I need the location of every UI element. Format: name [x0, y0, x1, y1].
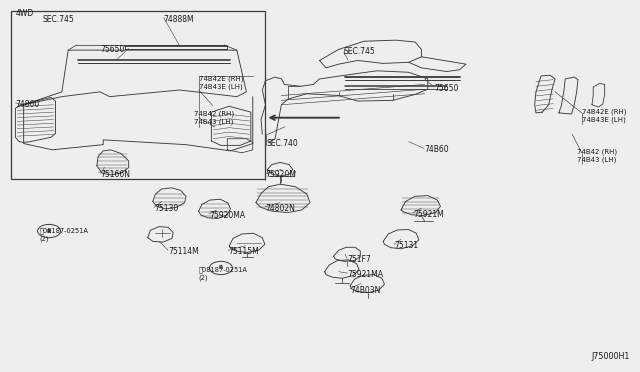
Text: Ⓢ08187-0251A
(2): Ⓢ08187-0251A (2)	[198, 267, 248, 281]
Text: 75921M: 75921M	[413, 209, 444, 219]
Text: 74888M: 74888M	[164, 15, 195, 23]
Text: R: R	[47, 228, 51, 234]
Text: 75920M: 75920M	[266, 170, 296, 179]
Text: 74B42E (RH)
74B43E (LH): 74B42E (RH) 74B43E (LH)	[582, 109, 627, 123]
Text: 75650: 75650	[434, 84, 458, 93]
Text: 75130: 75130	[154, 204, 179, 214]
Text: 75921MA: 75921MA	[348, 270, 383, 279]
Text: 75131: 75131	[394, 241, 418, 250]
Text: 75115M: 75115M	[228, 247, 259, 256]
Text: 75920MA: 75920MA	[209, 211, 245, 220]
Text: SEC.745: SEC.745	[344, 47, 376, 56]
Text: 74B42 (RH)
74B43 (LH): 74B42 (RH) 74B43 (LH)	[193, 110, 234, 125]
Text: 751F7: 751F7	[347, 255, 371, 264]
Text: 75650: 75650	[100, 45, 124, 54]
Text: R: R	[219, 266, 223, 270]
Text: 74860: 74860	[15, 100, 40, 109]
Text: 74B42 (RH)
74B43 (LH): 74B42 (RH) 74B43 (LH)	[577, 148, 617, 163]
Text: 74B42E (RH)
74B43E (LH): 74B42E (RH) 74B43E (LH)	[198, 76, 243, 90]
Text: 4WD: 4WD	[15, 9, 34, 18]
Text: 75114M: 75114M	[168, 247, 199, 256]
Text: J75000H1: J75000H1	[592, 352, 630, 361]
Text: SEC.740: SEC.740	[266, 139, 298, 148]
Text: 75166N: 75166N	[100, 170, 131, 179]
Text: 74B03N: 74B03N	[350, 286, 381, 295]
Bar	[11, 11, 266, 179]
Text: Ⓢ08187-0251A
(2): Ⓢ08187-0251A (2)	[40, 227, 88, 242]
Text: SEC.745: SEC.745	[43, 15, 74, 23]
Text: 74B60: 74B60	[424, 145, 449, 154]
Text: 74802N: 74802N	[265, 203, 295, 213]
